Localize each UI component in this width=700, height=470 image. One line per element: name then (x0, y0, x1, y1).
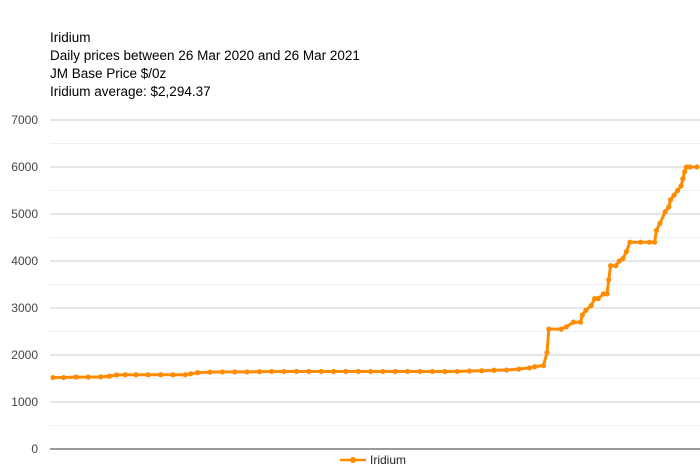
data-point (442, 368, 448, 375)
data-point (579, 312, 585, 318)
y-tick-label: 4000 (11, 254, 38, 268)
data-point (577, 319, 584, 325)
data-point (570, 319, 577, 325)
data-point (113, 372, 120, 378)
data-point (653, 227, 660, 234)
data-point (281, 368, 287, 375)
data-point (343, 368, 349, 375)
series-iridium (50, 164, 700, 381)
data-point (680, 176, 686, 182)
data-point (620, 256, 626, 262)
data-point (98, 374, 104, 380)
data-point (188, 371, 194, 377)
data-point (516, 366, 522, 372)
data-point (195, 370, 201, 376)
unit-line: JM Base Price $/0z (50, 66, 167, 81)
chart-subtitle: Daily prices between 26 Mar 2020 and 26 … (50, 48, 360, 63)
data-point (170, 372, 176, 378)
data-point (106, 373, 113, 379)
legend-marker (350, 457, 356, 463)
y-tick-label: 0 (31, 442, 38, 456)
data-point (122, 372, 128, 378)
data-point (244, 369, 250, 375)
data-point (671, 192, 677, 198)
data-point (133, 372, 139, 378)
data-point (532, 364, 538, 370)
y-tick-label: 7000 (11, 113, 38, 127)
data-point (666, 204, 672, 210)
average-line: Iridium average: $2,294.37 (50, 84, 211, 99)
data-point (606, 277, 612, 283)
data-point (318, 368, 324, 375)
data-point (182, 372, 188, 378)
data-point (466, 368, 472, 374)
data-point (623, 249, 630, 255)
data-point (392, 368, 398, 375)
data-point (662, 209, 668, 215)
data-point (50, 374, 56, 381)
data-point (306, 368, 312, 375)
data-point (667, 197, 674, 203)
data-point (678, 183, 684, 189)
data-point (604, 291, 610, 297)
data-point (544, 350, 550, 356)
data-point (687, 164, 693, 170)
data-point (563, 324, 570, 330)
data-point (293, 368, 300, 375)
data-point (503, 367, 510, 373)
y-axis-ticks: 0 1000 2000 3000 4000 5000 6000 7000 (11, 113, 38, 456)
y-tick-label: 1000 (11, 395, 38, 409)
y-tick-label: 6000 (11, 160, 38, 174)
data-point (330, 368, 337, 375)
legend-label-iridium: Iridium (370, 453, 406, 467)
data-point (613, 263, 619, 269)
data-point (85, 374, 91, 380)
data-point (73, 374, 79, 380)
data-point (454, 368, 460, 375)
data-point (417, 368, 423, 375)
y-tick-label: 5000 (11, 207, 38, 221)
data-point (60, 374, 67, 381)
data-point (232, 369, 238, 375)
data-point (526, 365, 532, 371)
chart-header: Iridium Daily prices between 26 Mar 2020… (50, 29, 360, 101)
data-point (595, 296, 601, 302)
data-point (583, 307, 589, 313)
data-point (607, 263, 614, 269)
data-point (627, 239, 633, 245)
data-point (674, 187, 681, 194)
data-point (145, 372, 151, 378)
data-point (652, 239, 658, 245)
data-point (646, 239, 652, 245)
data-point (367, 368, 374, 375)
data-point (588, 303, 594, 309)
data-point (694, 164, 700, 170)
data-point (207, 369, 213, 375)
data-point (491, 367, 497, 373)
data-point (657, 220, 663, 226)
data-point (158, 372, 164, 378)
data-point (380, 368, 386, 375)
data-point (479, 368, 485, 374)
legend: Iridium (340, 453, 406, 467)
data-point (558, 326, 564, 332)
data-point (546, 326, 552, 332)
data-point (269, 368, 275, 375)
data-point (219, 369, 225, 375)
series-line (53, 165, 697, 380)
data-point (256, 369, 263, 375)
data-point (429, 368, 435, 375)
y-tick-label: 2000 (11, 348, 38, 362)
data-point (637, 239, 644, 245)
y-tick-label: 3000 (11, 301, 38, 315)
data-point (682, 169, 688, 175)
gridlines (50, 119, 700, 450)
chart-title: Iridium (50, 30, 91, 45)
data-point (405, 368, 411, 375)
data-point (540, 362, 547, 369)
data-point (355, 368, 361, 375)
